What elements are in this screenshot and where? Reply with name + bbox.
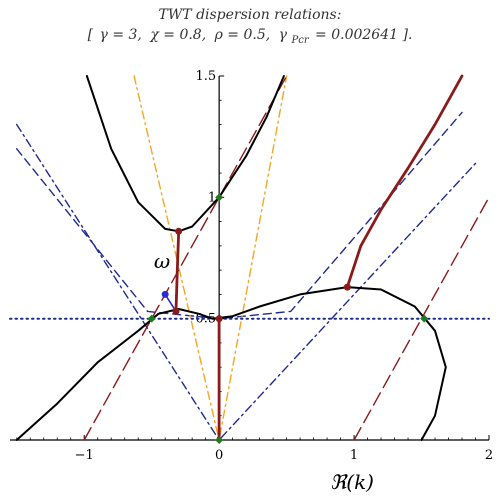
marker-point-2	[420, 314, 429, 323]
series-line-4	[353, 196, 490, 441]
series-line-0	[16, 111, 463, 320]
x-tick-label-3: 2	[485, 448, 493, 463]
marker-point-5	[172, 307, 180, 315]
marker-point-3	[215, 436, 224, 444]
series-line-3	[83, 75, 288, 441]
x-axis-label: ℜ(k)	[330, 470, 374, 494]
subtitle-gpcr-symbol: γ	[279, 27, 288, 43]
marker-point-6	[343, 283, 351, 291]
y-tick-label-2: 1.5	[195, 69, 216, 84]
marker-point-8	[161, 290, 169, 298]
subtitle-close: ].	[401, 27, 412, 43]
x-tick-label-0: −1	[75, 448, 94, 463]
marker-point-0	[215, 193, 224, 202]
marker-point-1	[147, 314, 156, 323]
series-line-7	[15, 286, 447, 441]
series-line-6	[85, 75, 285, 233]
subtitle-gpcr-subscript: Pcr	[290, 35, 309, 46]
chart-subtitle: [ γ = 3, χ = 0.8, ρ = 0.5, γ Pcr = 0.002…	[88, 27, 413, 47]
x-tick-label-2: 1	[350, 448, 358, 463]
series-line-1	[16, 123, 477, 441]
subtitle-gpcr-value: = 0.002641	[315, 27, 398, 43]
marker-point-7	[215, 315, 223, 323]
series-line-8	[345, 74, 464, 289]
subtitle-rho: ρ = 0.5,	[214, 27, 271, 43]
chart-title: TWT dispersion relations:	[159, 7, 342, 23]
series-line-9	[174, 229, 181, 313]
x-tick-label-1: 0	[215, 448, 223, 463]
y-axis-label: ω	[154, 249, 170, 273]
plot-area: −1 0 1 20.511.5ℜ(k)ω	[9, 69, 493, 494]
marker-point-4	[175, 227, 183, 235]
subtitle-chi: χ = 0.8,	[149, 27, 206, 43]
subtitle-gamma: γ = 3,	[100, 27, 142, 43]
subtitle-open: [	[88, 27, 94, 43]
y-tick-label-1: 1	[208, 190, 216, 205]
